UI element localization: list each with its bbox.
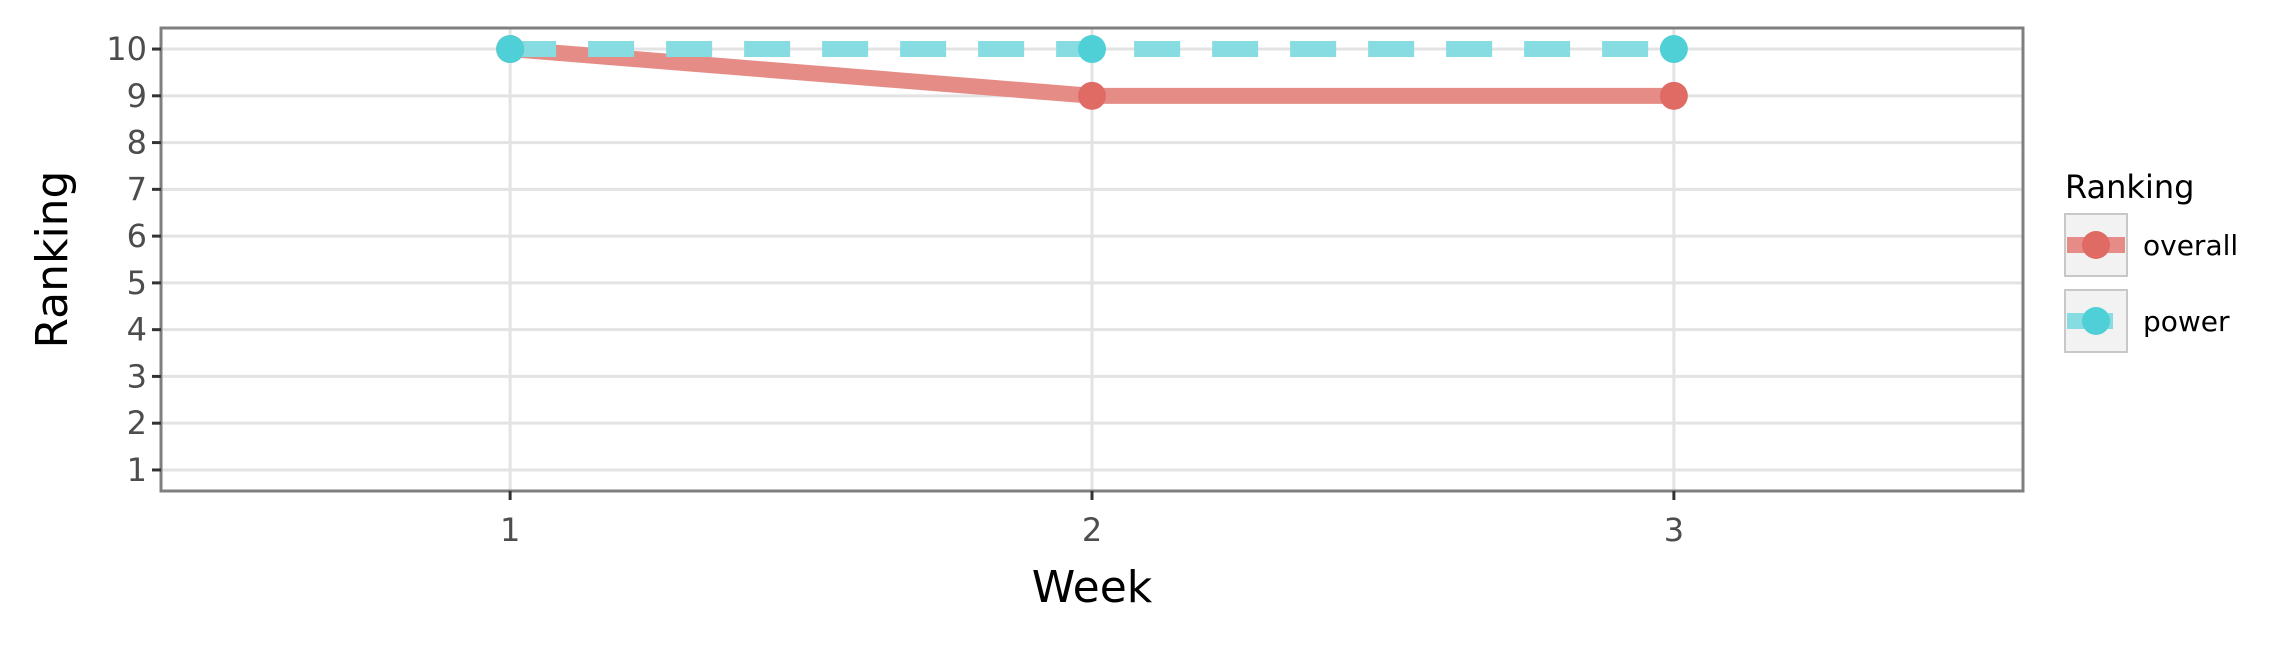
legend-item-power: power (2064, 289, 2230, 353)
series-layer (496, 35, 1688, 110)
y-tick-label: 9 (127, 77, 147, 115)
legend-item-overall: overall (2064, 213, 2238, 277)
legend-items: overall power (2064, 213, 2238, 353)
legend-title: Ranking (2065, 168, 2194, 206)
y-tick-label: 10 (106, 30, 147, 68)
x-axis-title: Week (1032, 562, 1153, 613)
axis-ticks: 1 2 3 4 5 6 7 8 9 10 1 2 3 (106, 30, 1684, 549)
y-tick-label: 1 (127, 451, 147, 489)
y-tick-label: 6 (127, 217, 147, 255)
x-tick-label: 2 (1082, 511, 1102, 549)
y-axis-title: Ranking (27, 171, 78, 349)
x-tick-label: 1 (500, 511, 520, 549)
y-tick-label: 4 (127, 311, 147, 349)
data-point-overall (1078, 81, 1106, 110)
legend: Ranking overall power (2064, 168, 2238, 353)
legend-key-point (2082, 231, 2110, 259)
y-tick-label: 3 (127, 357, 147, 395)
y-tick-label: 8 (127, 124, 147, 162)
legend-label: overall (2143, 229, 2238, 262)
data-point-power (1078, 35, 1106, 64)
data-point-power (1659, 35, 1688, 64)
data-point-power (496, 35, 525, 64)
legend-key-point (2082, 307, 2110, 335)
legend-label: power (2143, 305, 2230, 338)
y-tick-label: 2 (127, 404, 147, 442)
x-tick-label: 3 (1664, 511, 1684, 549)
y-tick-label: 7 (127, 170, 147, 208)
data-point-overall (1659, 81, 1688, 110)
y-tick-label: 5 (127, 264, 147, 302)
